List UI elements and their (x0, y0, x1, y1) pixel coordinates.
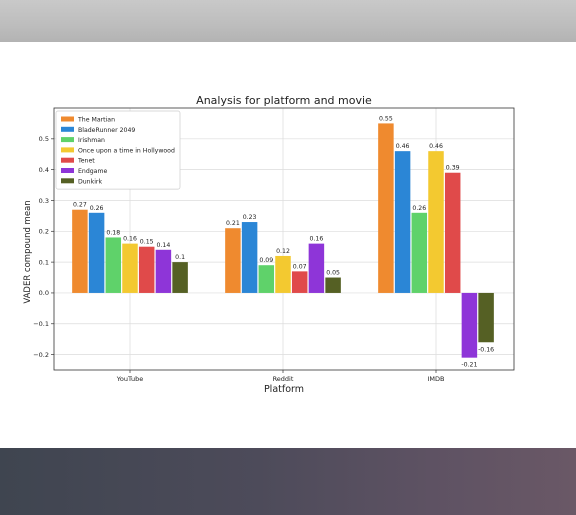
bar (241, 222, 258, 293)
bar (444, 172, 461, 293)
legend-label: Endgame (78, 168, 108, 175)
data-label: -0.16 (478, 346, 494, 353)
data-label: 0.14 (157, 242, 171, 249)
y-axis-label: VADER compound mean (23, 200, 33, 303)
legend-swatch (61, 168, 74, 173)
plot-frame (53, 107, 515, 371)
y-tick-label: 0.1 (39, 258, 49, 266)
bar (88, 212, 105, 293)
bar (411, 212, 428, 293)
data-label: 0.23 (243, 214, 257, 221)
data-label: 0.26 (412, 205, 426, 212)
legend-label: Once upon a time in Hollywood (78, 147, 175, 154)
legend-swatch (61, 147, 74, 153)
legend-box (55, 110, 181, 190)
y-tick-label: 0.4 (39, 166, 49, 174)
background-band-top (0, 0, 576, 42)
y-tick-label: 0.0 (39, 289, 49, 297)
legend-swatch (61, 178, 74, 184)
chart-title: Analysis for platform and movie (196, 94, 372, 107)
bar (428, 151, 444, 293)
data-label: 0.05 (326, 270, 340, 277)
axes: −0.2 −0.1 0.0 0.1 0.2 0.3 0.4 0.5 YouTube Reddit I… (33, 107, 515, 383)
bar (122, 243, 138, 293)
legend-swatch (61, 116, 74, 122)
data-label: -0.21 (461, 362, 477, 369)
y-tick-label: 0.2 (39, 228, 49, 236)
y-tick-label: 0.3 (39, 197, 49, 205)
data-label: 0.18 (106, 229, 120, 236)
data-label: 0.1 (175, 254, 185, 261)
x-tick-label: Reddit (273, 375, 294, 383)
x-axis-label: Platform (264, 384, 304, 395)
data-label: 0.16 (310, 236, 324, 243)
legend-label: The Martian (77, 117, 115, 124)
data-label: 0.46 (429, 143, 443, 150)
data-label: 0.26 (90, 205, 104, 212)
bar (172, 262, 188, 293)
bar (72, 209, 88, 293)
data-label: 0.12 (276, 248, 290, 255)
x-tick-label: IMDB (428, 375, 445, 383)
legend-label: BladeRunner 2049 (78, 127, 135, 134)
data-label: 0.15 (140, 239, 154, 246)
bar (105, 237, 122, 293)
bar-chart: Analysis for platform and movie Platform… (23, 94, 515, 395)
y-tick-label: −0.1 (33, 320, 49, 328)
bar (308, 243, 325, 293)
data-label: 0.46 (396, 143, 410, 150)
bar (378, 123, 394, 293)
legend-label: Tenet (77, 158, 95, 165)
legend-label: Dunkirk (78, 178, 102, 185)
data-labels: 0.27 0.21 0.55 0.26 0.23 0.46 0.18 0.09 0.26 0.16… (73, 115, 494, 368)
data-label: 0.16 (123, 236, 137, 243)
bar (275, 255, 291, 293)
data-label: 0.27 (73, 202, 87, 209)
bar (394, 151, 411, 293)
bar (258, 265, 275, 293)
data-label: 0.09 (259, 257, 273, 264)
y-tick-label: 0.5 (39, 135, 49, 143)
data-label: 0.39 (446, 165, 460, 172)
bar (138, 246, 155, 293)
bar (225, 228, 241, 293)
legend-label: Irishman (78, 137, 105, 144)
legend-swatch (61, 137, 74, 143)
bar (291, 271, 308, 293)
y-tick-label: −0.2 (33, 351, 49, 359)
legend-swatch (61, 126, 74, 132)
data-label: 0.55 (379, 115, 393, 122)
data-label: 0.21 (226, 220, 240, 227)
chart-container: Analysis for platform and movie Platform… (0, 42, 576, 448)
bar (325, 277, 341, 293)
legend-swatch (61, 157, 74, 163)
legend: The Martian BladeRunner 2049 Irishman Once … (55, 110, 181, 190)
bar (155, 249, 172, 293)
bar (478, 292, 494, 343)
background-band-bottom (0, 448, 576, 515)
bar (461, 292, 478, 358)
x-tick-label: YouTube (116, 375, 143, 383)
bar-series (72, 123, 494, 358)
data-label: 0.07 (293, 263, 307, 270)
